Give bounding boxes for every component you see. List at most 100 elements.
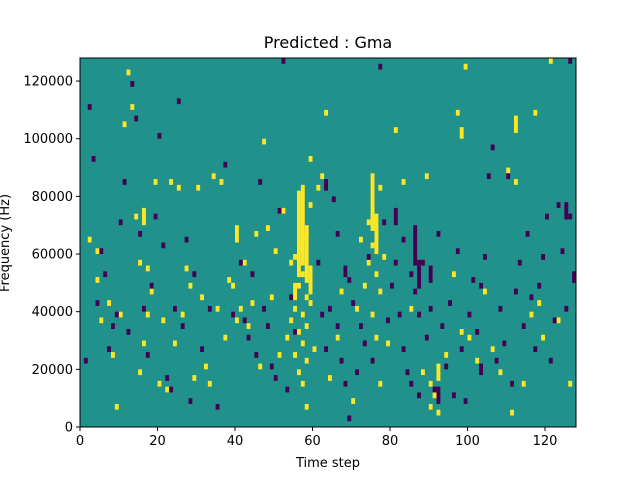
heatmap-cell-low [126, 328, 131, 335]
heatmap-cell-low [118, 219, 123, 226]
heatmap-cell-low [293, 328, 297, 335]
heatmap-cell-low [390, 282, 394, 289]
heatmap-cell-high [277, 352, 282, 358]
heatmap-cell-low [475, 328, 480, 335]
heatmap-cell-high [304, 323, 309, 329]
heatmap-cell-low [145, 352, 150, 358]
heatmap-cell-low [347, 415, 352, 422]
heatmap-cell-low [343, 265, 348, 278]
heatmap-cell-high [281, 207, 286, 214]
heatmap-cell-low [486, 173, 491, 180]
x-tick-label: 120 [533, 434, 558, 449]
heatmap-cell-high [145, 265, 150, 272]
heatmap-cell-low [417, 259, 421, 289]
heatmap-cell-low [103, 271, 108, 278]
heatmap-cell-high [293, 352, 297, 358]
heatmap-cell-high [269, 294, 274, 301]
heatmap-cell-high [382, 254, 387, 260]
heatmap-cell-low [351, 300, 356, 306]
x-axis-label: Time step [295, 456, 360, 471]
heatmap-cell-high [370, 173, 375, 231]
x-tick-label: 0 [76, 434, 84, 449]
heatmap-cell-low [467, 311, 472, 318]
heatmap-cell-low [405, 369, 410, 376]
heatmap-cell-high [95, 277, 100, 283]
heatmap-cell-low [207, 305, 212, 312]
heatmap-cell-low [355, 369, 359, 376]
heatmap-cell-low [184, 236, 189, 243]
heatmap-cell-low [552, 317, 557, 324]
y-axis-label: Frequency (Hz) [0, 194, 13, 292]
heatmap-cell-low [242, 317, 247, 324]
heatmap-cell-low [192, 271, 197, 278]
heatmap-cell-high [421, 369, 425, 376]
heatmap-cell-low [564, 202, 569, 220]
heatmap-cell-high [297, 328, 301, 335]
heatmap-cell-high [254, 230, 259, 237]
heatmap-cell-high [238, 305, 243, 312]
heatmap-cell-low [254, 352, 259, 358]
heatmap-cell-high [289, 259, 294, 266]
heatmap-cell-high [475, 357, 480, 364]
heatmap-cell-low [347, 277, 352, 283]
heatmap-cell-high [362, 282, 367, 289]
heatmap-cell-high [514, 179, 518, 185]
heatmap-cell-low [421, 259, 425, 266]
heatmap-cell-low [107, 346, 111, 353]
heatmap-cell-low [393, 259, 398, 266]
y-tick-label: 80000 [32, 190, 73, 205]
heatmap-cell-high [293, 254, 297, 260]
plot-area [79, 57, 577, 428]
heatmap-cell-high [300, 271, 305, 278]
heatmap-cell-high [351, 398, 356, 404]
heatmap-cell-high [568, 380, 573, 387]
heatmap-cell-low [215, 403, 220, 410]
heatmap-cell-low [560, 248, 565, 255]
heatmap-cell-high [510, 409, 514, 416]
heatmap-cell-low [328, 305, 332, 312]
heatmap-cell-low [362, 340, 367, 347]
heatmap-cell-high [138, 369, 142, 376]
heatmap-cell-high [95, 248, 100, 255]
heatmap-cell-low [452, 392, 456, 399]
heatmap-cell-low [409, 271, 414, 278]
heatmap-cell-low [564, 305, 569, 312]
heatmap-cell-high [130, 104, 135, 110]
heatmap-cell-low [436, 386, 441, 404]
heatmap-cell-low [568, 213, 573, 220]
heatmap-cell-low [479, 363, 483, 376]
heatmap-cell-high [374, 334, 379, 341]
heatmap-cell-high [250, 300, 255, 306]
heatmap-cell-high [180, 311, 185, 318]
heatmap-cell-high [463, 63, 468, 70]
x-tick-label: 40 [227, 434, 244, 449]
heatmap-cell-high [211, 173, 216, 180]
heatmap-cell-low [114, 311, 119, 318]
heatmap-cell-low [436, 230, 441, 237]
heatmap-cell-high [304, 357, 309, 364]
heatmap-cell-high [258, 363, 263, 370]
heatmap-cell-low [514, 288, 518, 295]
heatmap-cell-high [514, 115, 518, 133]
heatmap-cell-high [114, 403, 119, 410]
heatmap-cell-high [467, 334, 472, 341]
heatmap-cell-low [142, 305, 146, 312]
heatmap-cell-low [231, 311, 235, 318]
heatmap-cell-high [118, 311, 123, 318]
heatmap-cell-low [169, 386, 173, 393]
heatmap-cell-high [204, 363, 208, 370]
heatmap-cell-low [324, 179, 328, 191]
heatmap-cell-low [545, 213, 549, 220]
heatmap-cell-low [157, 132, 162, 139]
heatmap-cell-low [498, 305, 503, 312]
heatmap-cell-high [227, 277, 232, 283]
heatmap-cell-low [463, 398, 468, 404]
heatmap-cell-high [300, 340, 305, 347]
heatmap-cell-low [533, 346, 538, 353]
y-tick-label: 100000 [23, 132, 73, 147]
heatmap-cell-high [142, 207, 146, 226]
heatmap-cell-low [479, 282, 483, 289]
heatmap-cell-low [262, 305, 266, 312]
heatmap-cell-low [111, 323, 115, 329]
heatmap-cell-high [107, 300, 111, 306]
